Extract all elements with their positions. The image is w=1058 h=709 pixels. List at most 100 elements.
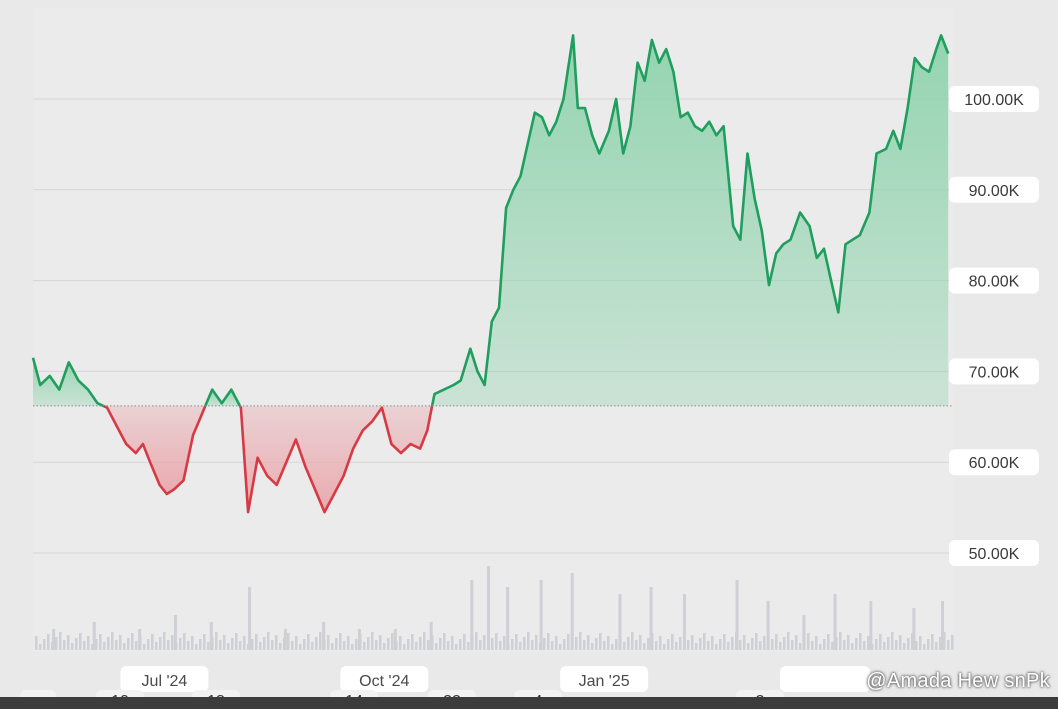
volume-bar bbox=[419, 637, 422, 650]
volume-bar bbox=[191, 636, 194, 650]
volume-bar bbox=[407, 639, 410, 650]
volume-bar bbox=[523, 637, 526, 650]
volume-bar bbox=[135, 641, 138, 650]
volume-bar bbox=[715, 644, 718, 650]
volume-bar bbox=[807, 633, 810, 650]
volume-bar bbox=[711, 636, 714, 650]
volume-bar bbox=[319, 632, 322, 650]
volume-bar bbox=[363, 642, 366, 650]
ytick-label: 50.00K bbox=[969, 546, 1020, 563]
volume-bar bbox=[147, 639, 150, 650]
volume-bar bbox=[52, 629, 56, 650]
volume-bar bbox=[299, 644, 302, 650]
volume-bar bbox=[467, 642, 470, 650]
volume-bar bbox=[899, 635, 902, 650]
volume-bar bbox=[869, 601, 873, 650]
volume-bar bbox=[75, 638, 78, 650]
volume-bar bbox=[747, 643, 750, 650]
volume-bar bbox=[659, 636, 662, 650]
volume-bar bbox=[451, 636, 454, 650]
xtick-pill bbox=[340, 666, 429, 692]
volume-bar bbox=[506, 587, 510, 650]
volume-bar bbox=[173, 615, 177, 650]
volume-bar bbox=[443, 633, 446, 650]
volume-bar bbox=[671, 634, 674, 650]
volume-bar bbox=[243, 636, 246, 650]
volume-bar bbox=[393, 629, 397, 650]
volume-bar bbox=[343, 641, 346, 650]
volume-bar bbox=[99, 634, 102, 650]
volume-bar bbox=[941, 601, 945, 650]
volume-bar bbox=[67, 635, 70, 650]
volume-bar bbox=[603, 641, 606, 650]
volume-bar bbox=[439, 638, 442, 650]
volume-bar bbox=[483, 635, 486, 650]
volume-bar bbox=[239, 641, 242, 650]
volume-bar bbox=[519, 642, 522, 650]
volume-bar bbox=[63, 640, 66, 650]
volume-bar bbox=[347, 636, 350, 650]
volume-bar bbox=[303, 639, 306, 650]
volume-bar bbox=[339, 633, 342, 650]
volume-bar bbox=[179, 638, 182, 650]
xtick-label: Jul '24 bbox=[142, 673, 188, 690]
volume-bar bbox=[183, 633, 186, 650]
volume-bar bbox=[695, 643, 698, 650]
volume-bar bbox=[515, 634, 518, 650]
volume-bar bbox=[143, 644, 146, 650]
volume-bar bbox=[615, 639, 618, 650]
ytick-pill bbox=[949, 449, 1039, 476]
volume-bar bbox=[575, 637, 578, 650]
volume-bar bbox=[227, 643, 230, 650]
ytick-label: 70.00K bbox=[969, 364, 1020, 381]
xtick-label: Oct '24 bbox=[359, 673, 409, 690]
volume-bar bbox=[511, 639, 514, 650]
volume-bar bbox=[763, 636, 766, 650]
volume-bar bbox=[567, 634, 570, 650]
volume-bar bbox=[723, 634, 726, 650]
volume-bar bbox=[891, 632, 894, 650]
volume-bar bbox=[771, 639, 774, 650]
volume-bar bbox=[311, 642, 314, 650]
volume-bar bbox=[791, 640, 794, 650]
volume-bar bbox=[315, 637, 318, 650]
volume-bar bbox=[551, 641, 554, 650]
volume-bar bbox=[499, 641, 502, 650]
volume-bar bbox=[799, 643, 802, 650]
volume-bar bbox=[787, 632, 790, 650]
volume-bar bbox=[643, 643, 646, 650]
volume-bar bbox=[895, 640, 898, 650]
volume-bar bbox=[583, 640, 586, 650]
volume-bar bbox=[903, 643, 906, 650]
volume-bar bbox=[163, 632, 166, 650]
xtick-pill bbox=[780, 666, 870, 692]
volume-bar bbox=[223, 635, 226, 650]
volume-bar bbox=[35, 636, 38, 650]
volume-bar bbox=[719, 639, 722, 650]
volume-bar bbox=[639, 635, 642, 650]
volume-bar bbox=[607, 636, 610, 650]
volume-bar bbox=[599, 633, 602, 650]
volume-bar bbox=[155, 642, 158, 650]
volume-bar bbox=[912, 608, 916, 650]
volume-bar bbox=[167, 640, 170, 650]
volume-bar bbox=[415, 642, 418, 650]
volume-bar bbox=[275, 635, 278, 650]
volume-bar bbox=[735, 580, 739, 650]
volume-bar bbox=[91, 644, 94, 650]
volume-bar bbox=[623, 642, 626, 650]
xtick-label: Jan '25 bbox=[579, 673, 630, 690]
volume-bar bbox=[655, 641, 658, 650]
bottom-strip bbox=[0, 697, 1058, 709]
volume-bar bbox=[547, 633, 550, 650]
volume-bar bbox=[839, 632, 842, 650]
area-fill-below-baseline bbox=[239, 405, 433, 513]
volume-bar bbox=[843, 640, 846, 650]
volume-bar bbox=[475, 632, 478, 650]
volume-bar bbox=[739, 640, 742, 650]
volume-bar bbox=[127, 638, 130, 650]
volume-bar bbox=[855, 638, 858, 650]
volume-bar bbox=[743, 635, 746, 650]
ytick-label: 60.00K bbox=[969, 455, 1020, 472]
